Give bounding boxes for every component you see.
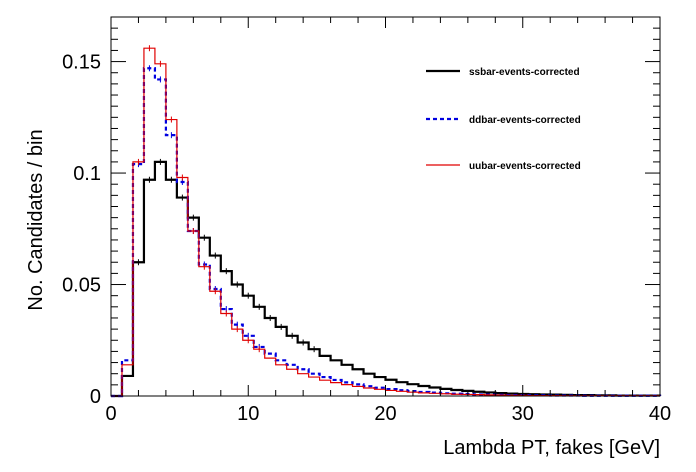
y-tick-label: 0.15 bbox=[62, 52, 101, 74]
x-tick-label: 0 bbox=[105, 403, 116, 425]
x-tick-label: 40 bbox=[649, 403, 671, 425]
series-line-ssbar-events-corrected bbox=[111, 160, 662, 398]
legend-entry: ddbar-events-corrected bbox=[469, 115, 581, 126]
x-tick-label: 20 bbox=[374, 403, 396, 425]
x-tick-label: 30 bbox=[512, 403, 534, 425]
x-tick-label: 10 bbox=[237, 403, 259, 425]
y-tick-label: 0.05 bbox=[62, 275, 101, 297]
legend: ssbar-events-corrected ddbar-events-corre… bbox=[426, 67, 581, 172]
legend-entry: uubar-events-corrected bbox=[469, 161, 581, 172]
y-tick-label: 0.1 bbox=[73, 163, 101, 185]
x-axis-title: Lambda PT, fakes [GeV] bbox=[443, 437, 660, 459]
y-axis-title: No. Candidates / bin bbox=[25, 129, 47, 310]
ticks-layer: 0 10 20 30 40 0 0.05 0.1 0.15 bbox=[62, 16, 671, 425]
legend-entry: ssbar-events-corrected bbox=[469, 67, 580, 78]
y-tick-label: 0 bbox=[90, 386, 101, 408]
series-line-uubar-events-corrected bbox=[111, 47, 661, 397]
series-layer bbox=[111, 45, 662, 398]
